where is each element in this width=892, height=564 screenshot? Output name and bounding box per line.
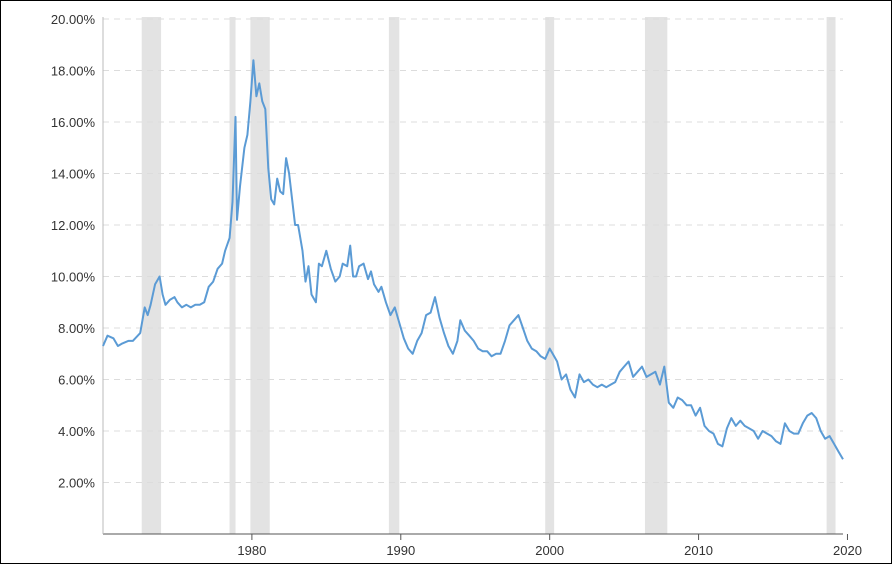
y-tick-labels: 2.00% 4.00% 6.00% 8.00% 10.00% 12.00% 14.00% 16…	[51, 12, 96, 491]
recession-band-2	[250, 17, 270, 534]
y-tick-label: 12.00%	[51, 218, 96, 233]
recession-band-5	[644, 17, 668, 534]
x-tick-label: 2020	[833, 543, 862, 558]
series-lines	[102, 59, 844, 460]
series-line-0	[102, 59, 844, 460]
x-tick-label: 2010	[684, 543, 713, 558]
recession-band-0	[141, 17, 162, 534]
recession-band-1	[229, 17, 236, 534]
x-tick-label: 1980	[237, 543, 266, 558]
axes	[102, 17, 843, 535]
x-tick-labels: 1980 1990 2000 2010 2020	[237, 534, 862, 558]
y-tick-label: 2.00%	[58, 476, 95, 491]
y-tick-label: 16.00%	[51, 115, 96, 130]
x-tick-label: 1990	[386, 543, 415, 558]
y-tick-label: 4.00%	[58, 424, 95, 439]
y-gridlines	[103, 18, 843, 483]
y-tick-label: 6.00%	[58, 373, 95, 388]
y-tick-label: 8.00%	[58, 321, 95, 336]
x-tick-label: 2000	[535, 543, 564, 558]
recession-band-6	[826, 17, 836, 534]
recession-band-4	[545, 17, 555, 534]
y-tick-label: 10.00%	[51, 270, 96, 285]
y-tick-label: 20.00%	[51, 12, 96, 27]
y-tick-label: 18.00%	[51, 64, 96, 79]
recession-band-3	[388, 17, 400, 534]
recession-bands	[141, 17, 836, 534]
y-tick-label: 14.00%	[51, 167, 96, 182]
